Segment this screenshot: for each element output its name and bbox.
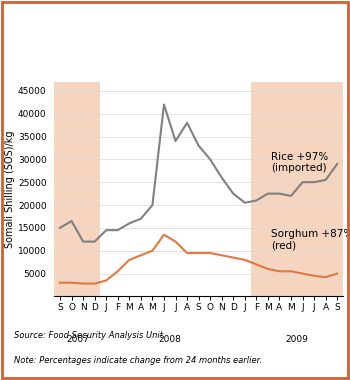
Text: Sorghum +87%: Sorghum +87% (271, 229, 350, 239)
Text: Source: Food Security Analysis Unit.: Source: Food Security Analysis Unit. (14, 331, 166, 340)
Text: 2007: 2007 (66, 335, 89, 344)
Text: (imported): (imported) (271, 163, 327, 173)
Bar (54, 82, 100, 296)
Text: 2009: 2009 (285, 335, 308, 344)
Text: Somalia: Somalia (14, 51, 67, 63)
Text: Selected cereal prices in Mogadishu,: Selected cereal prices in Mogadishu, (70, 14, 323, 27)
Y-axis label: Somali Shilling (SOS)/kg: Somali Shilling (SOS)/kg (5, 130, 15, 248)
Bar (251, 82, 343, 296)
Text: Rice +97%: Rice +97% (271, 152, 329, 162)
Text: (red): (red) (271, 241, 296, 251)
Text: 2008: 2008 (158, 335, 181, 344)
Text: Note: Percentages indicate change from 24 months earlier.: Note: Percentages indicate change from 2… (14, 356, 262, 365)
Text: Figure 9.: Figure 9. (14, 14, 81, 27)
